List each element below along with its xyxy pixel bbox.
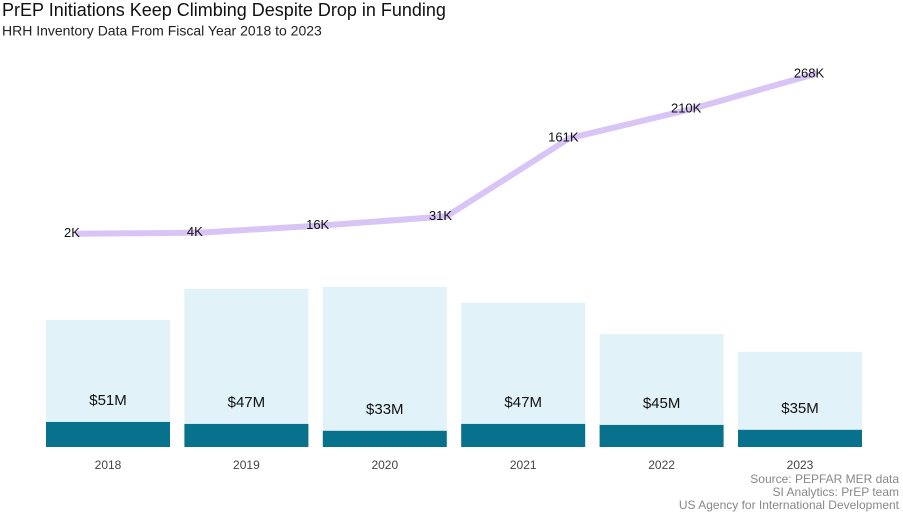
bar [461, 302, 586, 447]
bar [184, 423, 309, 447]
x-tick-label: 2023 [787, 458, 814, 472]
source-note: US Agency for International Development [679, 498, 900, 512]
bar [738, 429, 862, 447]
bar [322, 287, 447, 447]
data-label: 2K [64, 225, 80, 240]
bar [599, 424, 724, 447]
chart-title: PrEP Initiations Keep Climbing Despite D… [2, 0, 446, 20]
x-tick-label: 2022 [648, 458, 675, 472]
data-label: 268K [794, 65, 825, 80]
x-tick-label: 2018 [95, 458, 122, 472]
line [75, 71, 818, 237]
x-tick-label: 2021 [510, 458, 537, 472]
source-note: Source: PEPFAR MER data [750, 472, 899, 486]
data-label: 31K [429, 208, 452, 223]
data-label: $47M [504, 394, 542, 411]
data-label: 4K [187, 224, 203, 239]
chart-subtitle: HRH Inventory Data From Fiscal Year 2018… [2, 23, 322, 39]
bar [184, 288, 309, 447]
data-label: $47M [228, 394, 266, 411]
bar [461, 423, 586, 447]
data-label: $51M [89, 392, 127, 409]
data-label: 16K [306, 217, 329, 232]
source-note: SI Analytics: PrEP team [773, 485, 900, 499]
data-label: 210K [671, 100, 702, 115]
x-tick-label: 2019 [233, 458, 260, 472]
bar [46, 421, 170, 447]
data-label: $33M [366, 401, 404, 418]
x-tick-label: 2020 [371, 458, 398, 472]
bar [322, 430, 447, 447]
data-label: $35M [781, 400, 819, 417]
data-label: $45M [643, 395, 681, 412]
data-label: 161K [548, 130, 579, 145]
